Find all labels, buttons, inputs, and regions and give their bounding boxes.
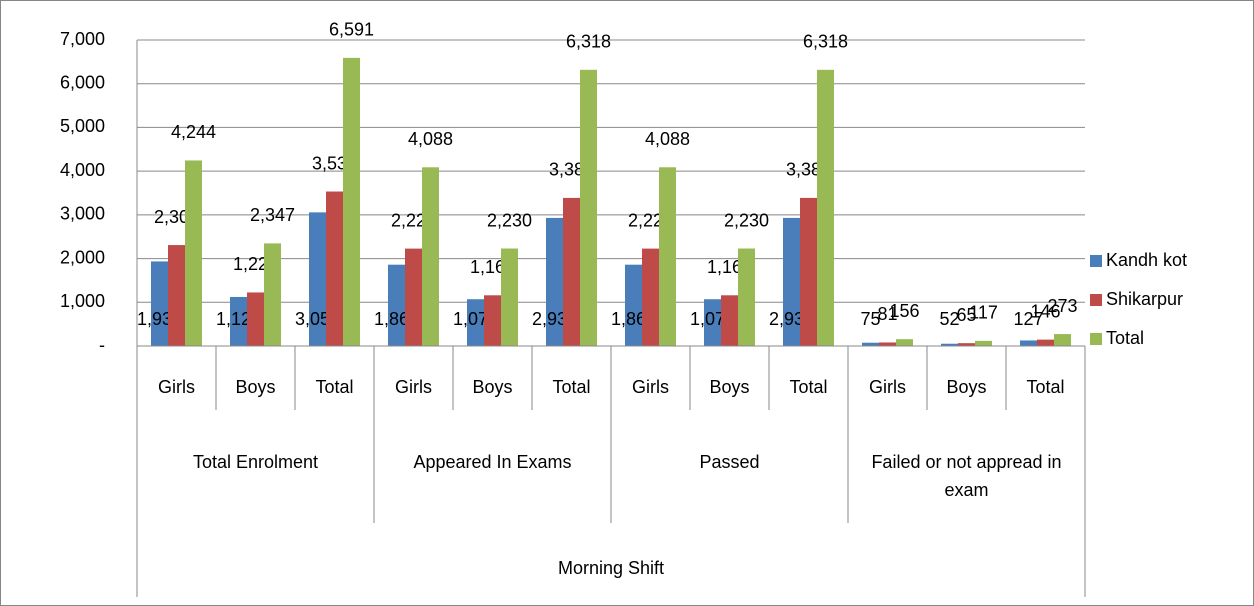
x-tick-label: Total (552, 377, 590, 397)
x-tick-label: Boys (709, 377, 749, 397)
data-label: 2,347 (250, 205, 295, 225)
data-label: 4,088 (408, 129, 453, 149)
bar (783, 217, 800, 346)
bar (422, 167, 439, 346)
bar (151, 261, 168, 346)
data-label: 6,591 (329, 20, 374, 40)
x-tick-label: Boys (235, 377, 275, 397)
category-group-label: Failed or not appread in exam (871, 452, 1062, 500)
legend-swatch (1090, 333, 1102, 345)
legend-swatch (1090, 294, 1102, 306)
x-tick-label: Girls (632, 377, 669, 397)
x-tick-label: Boys (472, 377, 512, 397)
bar (721, 295, 738, 346)
bar (467, 299, 484, 346)
data-label: 52 (939, 309, 959, 329)
data-label: 4,088 (645, 129, 690, 149)
data-label: 2,230 (724, 210, 769, 230)
bar (817, 69, 834, 346)
category-group-label: Total Enrolment (192, 452, 319, 472)
y-tick-label: 3,000 (60, 204, 105, 224)
bar (264, 243, 281, 346)
bar (563, 197, 580, 346)
bar (580, 69, 597, 346)
y-tick-label: 1,000 (60, 291, 105, 311)
data-label: 75 (860, 309, 880, 329)
bar (738, 248, 755, 346)
x-tick-label: Total (1026, 377, 1064, 397)
x-tick-label: Total (315, 377, 353, 397)
bar (958, 343, 975, 346)
bar (343, 57, 360, 346)
bar (230, 296, 247, 346)
bar (1037, 339, 1054, 346)
bar (247, 292, 264, 346)
data-label: 65 (956, 305, 976, 325)
category-super-label: Morning Shift (557, 558, 665, 578)
bar (326, 191, 343, 346)
y-tick-label: - (99, 335, 105, 355)
data-label: 127 (1013, 309, 1043, 329)
y-tick-label: 7,000 (60, 29, 105, 49)
legend-label: Total (1106, 328, 1144, 348)
bar (862, 342, 879, 346)
category-group-label: Passed (699, 452, 760, 472)
bar (642, 248, 659, 346)
bar (941, 343, 958, 346)
bar (625, 264, 642, 346)
x-tick-label: Boys (946, 377, 986, 397)
bar (975, 340, 992, 346)
x-tick-label: Total (789, 377, 827, 397)
bar (1020, 340, 1037, 346)
x-tick-label: Girls (158, 377, 195, 397)
data-label: 146 (1030, 301, 1060, 321)
data-label: 6,318 (566, 32, 611, 52)
bar (800, 197, 817, 346)
data-label: 4,244 (171, 122, 216, 142)
bar (405, 248, 422, 346)
category-group-label: Appeared In Exams (413, 452, 572, 472)
y-tick-label: 2,000 (60, 247, 105, 267)
bar (659, 167, 676, 346)
data-label: 6,318 (803, 32, 848, 52)
data-label: 2,230 (487, 210, 532, 230)
x-tick-label: Girls (869, 377, 906, 397)
bar (168, 245, 185, 346)
legend-swatch (1090, 255, 1102, 267)
bar (388, 264, 405, 346)
y-tick-label: 6,000 (60, 72, 105, 92)
bar (484, 295, 501, 346)
legend-label: Kandh kot (1106, 250, 1187, 270)
bar (1054, 334, 1071, 346)
y-tick-label: 5,000 (60, 116, 105, 136)
data-label: 117 (969, 303, 998, 323)
bar (879, 342, 896, 346)
y-tick-label: 4,000 (60, 160, 105, 180)
bar (501, 248, 518, 346)
bar (309, 212, 326, 346)
bar (185, 160, 202, 346)
bar (896, 339, 913, 346)
data-label: 156 (889, 301, 919, 321)
bar (704, 299, 721, 346)
bar (546, 217, 563, 346)
data-label: 81 (877, 304, 897, 324)
legend-label: Shikarpur (1106, 289, 1183, 309)
data-label: 273 (1047, 296, 1077, 316)
x-tick-label: Girls (395, 377, 432, 397)
